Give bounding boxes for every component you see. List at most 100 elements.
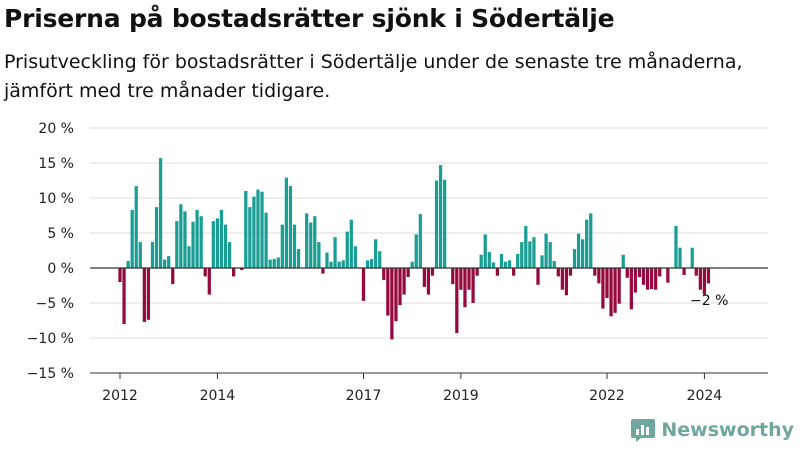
- bar: [597, 268, 601, 284]
- bar: [321, 268, 325, 274]
- bar: [418, 214, 422, 268]
- bar: [475, 268, 479, 276]
- gridlines: [90, 127, 768, 374]
- y-tick-label: 0 %: [47, 261, 74, 277]
- bar: [674, 226, 678, 268]
- bar: [154, 207, 159, 268]
- bar: [211, 221, 215, 268]
- bar: [690, 247, 694, 268]
- bar: [203, 268, 207, 277]
- bar: [163, 259, 167, 268]
- y-tick-label: −15 %: [27, 366, 74, 382]
- bar: [313, 216, 317, 268]
- bar: [215, 218, 220, 268]
- bar: [240, 268, 244, 271]
- bar: [369, 258, 374, 268]
- bar: [593, 268, 597, 276]
- chart-title: Priserna på bostadsrätter sjönk i Södert…: [4, 4, 615, 33]
- bar: [564, 268, 569, 296]
- bar: [219, 209, 224, 268]
- bar: [641, 268, 646, 285]
- bar: [329, 261, 333, 268]
- x-axis: [90, 267, 768, 374]
- brand-name: Newsworthy: [661, 419, 794, 441]
- y-tick-label: 15 %: [38, 156, 74, 172]
- bar: [556, 268, 560, 277]
- bar: [130, 209, 134, 268]
- bar: [134, 186, 138, 268]
- bar: [495, 268, 500, 276]
- bar: [443, 179, 447, 268]
- x-tick-label: 2017: [346, 388, 382, 404]
- last-value-annotation: −2 %: [690, 293, 728, 309]
- bar: [292, 224, 297, 268]
- bar: [191, 221, 195, 268]
- bar: [361, 268, 366, 301]
- bar: [398, 268, 402, 306]
- bar: [252, 196, 256, 268]
- bar: [207, 268, 211, 295]
- bar: [341, 260, 345, 268]
- bar: [633, 268, 638, 293]
- bar: [390, 268, 394, 340]
- bar: [345, 231, 349, 268]
- bar: [434, 180, 439, 268]
- x-tick-label: 2012: [102, 388, 138, 404]
- bar: [150, 242, 155, 268]
- bar: [187, 246, 191, 268]
- bar: [195, 209, 199, 268]
- bar: [507, 260, 512, 268]
- bar: [394, 268, 398, 322]
- bar: [479, 254, 483, 268]
- bar: [572, 249, 577, 268]
- bar: [426, 268, 431, 295]
- bar: [682, 268, 686, 275]
- bar: [333, 237, 337, 268]
- bar: [309, 222, 313, 268]
- bar: [268, 259, 272, 268]
- bar: [353, 246, 357, 268]
- bar: [613, 268, 617, 313]
- bar: [601, 268, 605, 309]
- bar: [422, 268, 426, 287]
- bar: [487, 251, 491, 268]
- bar: [637, 268, 642, 278]
- bar: [625, 268, 629, 278]
- y-tick-label: 5 %: [47, 226, 74, 242]
- y-tick-label: 10 %: [38, 191, 74, 207]
- bar: [232, 268, 236, 277]
- bar: [617, 268, 621, 304]
- bar: [650, 268, 654, 289]
- bar: [666, 268, 670, 283]
- bar: [296, 249, 301, 268]
- bar: [585, 219, 589, 268]
- bar: [702, 268, 706, 295]
- bar: [621, 254, 625, 268]
- bar: [179, 204, 183, 268]
- bar: [264, 212, 268, 268]
- bar: [317, 242, 321, 268]
- bar: [171, 268, 175, 285]
- bar: [406, 268, 410, 278]
- bar: [183, 211, 187, 268]
- bar: [536, 268, 540, 285]
- bar: [576, 233, 581, 268]
- bar: [698, 268, 702, 290]
- bar: [459, 268, 463, 290]
- x-tick-label: 2024: [687, 388, 723, 404]
- bar: [223, 224, 228, 268]
- bar: [678, 247, 682, 268]
- bar: [256, 189, 260, 268]
- bar: [605, 268, 609, 299]
- bar: [122, 268, 126, 324]
- bar: [524, 226, 528, 268]
- bar: [654, 268, 658, 290]
- bar: [118, 268, 122, 282]
- bar: [560, 268, 564, 290]
- bar: [548, 242, 552, 268]
- bar: [325, 252, 329, 268]
- bar: [126, 261, 130, 268]
- bar: [438, 165, 443, 268]
- bar: [658, 268, 662, 277]
- y-tick-label: −5 %: [36, 296, 74, 312]
